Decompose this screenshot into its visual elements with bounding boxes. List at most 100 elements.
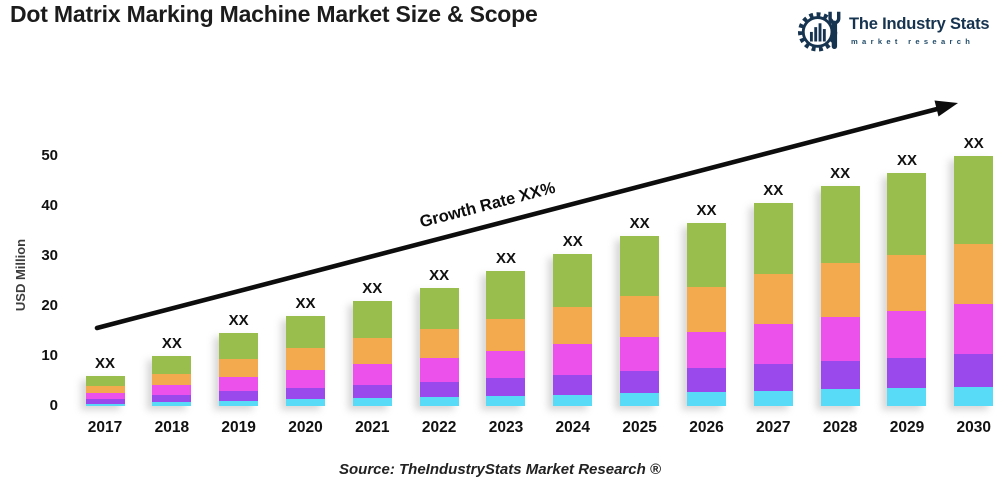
bar-segment-segment-1-bottom (152, 402, 192, 406)
bar-value-label: XX (896, 152, 917, 169)
y-tick-label: 0 (49, 397, 58, 414)
bar-segment-segment-5-top (820, 186, 860, 263)
bar-segment-segment-3 (352, 363, 392, 385)
bar-2026 (686, 223, 726, 406)
bar-segment-segment-2 (954, 354, 994, 387)
bar-segment-segment-3 (486, 351, 526, 378)
source-note: Source: TheIndustryStats Market Research… (339, 461, 661, 478)
bar-segment-segment-2 (620, 371, 660, 393)
bar-segment-segment-4 (85, 386, 125, 393)
bar-segment-segment-3 (753, 323, 793, 364)
x-tick-label: 2024 (555, 419, 591, 436)
bar-2019 (219, 333, 259, 406)
bar-value-label: XX (562, 232, 583, 250)
bar-segment-segment-2 (486, 378, 526, 396)
bar-segment-segment-3 (887, 311, 927, 358)
bar-segment-segment-1-bottom (620, 393, 660, 406)
x-tick-label: 2018 (154, 419, 190, 436)
bar-value-label: XX (963, 135, 984, 152)
bar-segment-segment-4 (219, 358, 259, 377)
bar-segment-segment-4 (887, 254, 927, 311)
x-tick-label: 2021 (355, 419, 390, 436)
x-tick-label: 2027 (756, 419, 791, 436)
bar-segment-segment-3 (620, 337, 660, 371)
bar-segment-segment-1-bottom (352, 398, 392, 406)
bar-segment-segment-4 (686, 287, 726, 332)
bar-segment-segment-1-bottom (686, 392, 726, 406)
bar-2023 (486, 271, 526, 406)
bar-segment-segment-4 (486, 318, 526, 351)
trend-arrowhead (934, 100, 958, 117)
bar-segment-segment-1-bottom (753, 390, 793, 406)
bar-segment-segment-3 (85, 393, 125, 399)
y-tick-label: 20 (41, 297, 58, 314)
bar-2018 (152, 356, 192, 406)
bar-segment-segment-5-top (352, 301, 392, 338)
bar-value-label: XX (830, 165, 851, 182)
bar-segment-segment-2 (887, 357, 927, 388)
bar-segment-segment-5-top (219, 333, 259, 359)
bar-segment-segment-2 (753, 364, 793, 391)
bar-segment-segment-2 (553, 374, 593, 395)
bar-2021 (352, 301, 392, 406)
bar-segment-segment-1-bottom (419, 397, 459, 406)
bar-segment-segment-5-top (753, 203, 793, 274)
bar-value-label: XX (763, 182, 784, 199)
bar-2025 (620, 236, 660, 406)
page-title: Dot Matrix Marking Machine Market Size &… (10, 1, 538, 27)
bar-segment-segment-2 (152, 395, 192, 402)
x-tick-label: 2020 (288, 419, 323, 436)
bar-segment-segment-2 (352, 384, 392, 398)
bar-segment-segment-3 (553, 344, 593, 375)
x-tick-label: 2025 (622, 419, 657, 436)
x-tick-label: 2019 (221, 419, 256, 436)
bar-segment-segment-5-top (553, 253, 593, 307)
bar-value-label: XX (495, 250, 516, 267)
y-tick-label: 30 (41, 247, 58, 264)
bar-segment-segment-2 (419, 381, 459, 397)
bar-segment-segment-5-top (887, 173, 927, 255)
bar-segment-segment-1-bottom (954, 386, 994, 406)
bar-value-label: XX (629, 215, 650, 232)
x-tick-label: 2029 (889, 419, 925, 436)
bar-segment-segment-5-top (686, 223, 726, 287)
bar-segment-segment-4 (620, 296, 660, 337)
bar-segment-segment-1-bottom (553, 394, 593, 406)
bar-segment-segment-1-bottom (820, 389, 860, 406)
brand-text: The Industry Stats market research (849, 15, 990, 46)
bar-segment-segment-2 (219, 391, 259, 401)
bar-segment-segment-5-top (620, 236, 660, 296)
bar-segment-segment-2 (85, 399, 125, 404)
bar-2017 (85, 376, 125, 406)
x-tick-label: 2022 (421, 419, 457, 436)
brand-tagline: market research (851, 36, 975, 46)
bar-2029 (887, 173, 927, 406)
x-tick-label: 2028 (822, 419, 858, 436)
bar-segment-segment-5-top (152, 356, 192, 374)
bar-segment-segment-3 (954, 304, 994, 354)
bar-segment-segment-4 (954, 243, 994, 304)
bar-segment-segment-2 (285, 387, 325, 399)
brand-logo: The Industry Stats market research (797, 7, 990, 53)
bar-segment-segment-5-top (85, 376, 125, 386)
bar-2024 (553, 253, 593, 406)
y-tick-label: 40 (41, 197, 58, 214)
bar-segment-segment-4 (753, 274, 793, 324)
bar-value-label: XX (295, 295, 316, 312)
bar-segment-segment-3 (285, 369, 325, 388)
bar-segment-segment-1-bottom (285, 399, 325, 406)
bar-segment-segment-4 (352, 338, 392, 364)
x-tick-label: 2017 (87, 419, 123, 436)
x-tick-label: 2030 (956, 419, 992, 436)
bar-segment-segment-3 (419, 357, 459, 382)
bar-segment-segment-1-bottom (486, 395, 526, 406)
bar-segment-segment-4 (152, 373, 192, 385)
bar-segment-segment-3 (219, 376, 259, 391)
bar-segment-segment-1-bottom (887, 388, 927, 406)
bar-segment-segment-2 (820, 360, 860, 389)
bar-segment-segment-3 (152, 385, 192, 395)
bar-value-label: XX (696, 202, 717, 219)
bar-2020 (285, 316, 325, 406)
bar-segment-segment-5-top (285, 316, 325, 348)
